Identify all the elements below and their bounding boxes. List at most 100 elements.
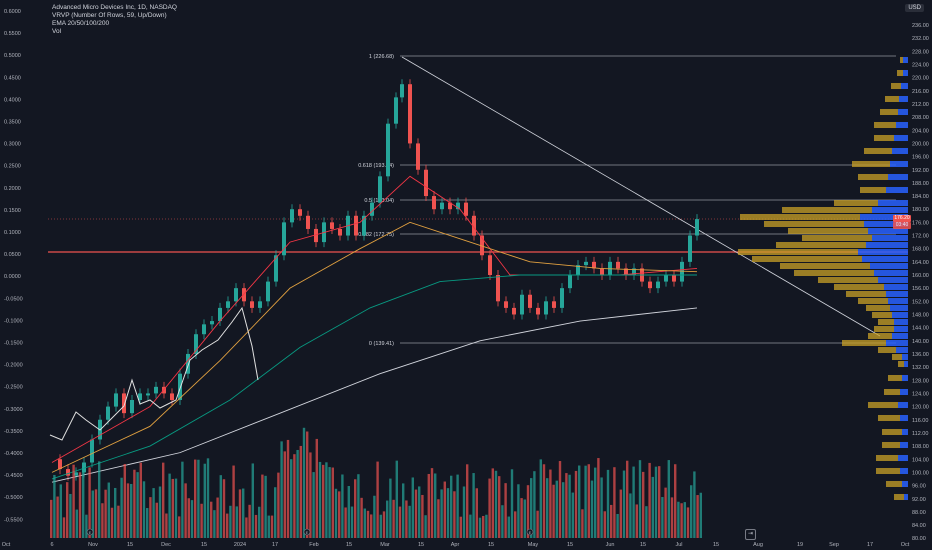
volume-profile-bar-down [860, 187, 886, 193]
candle-body [672, 275, 676, 282]
candle-body [552, 301, 556, 308]
volume-bar [200, 503, 203, 538]
volume-bar [603, 511, 606, 538]
volume-bar [584, 465, 587, 538]
volume-bar [642, 471, 645, 538]
left-axis-tick: 0.1000 [4, 230, 21, 236]
candle-body [688, 235, 692, 262]
candle-body [306, 215, 310, 229]
left-axis-tick: 0.2500 [4, 164, 21, 170]
volume-bar [469, 514, 472, 538]
volume-bar [418, 486, 421, 538]
volume-bar [699, 492, 702, 538]
legend-ema[interactable]: EMA 20/50/100/200 [52, 20, 110, 27]
earnings-event-label: E [529, 530, 532, 535]
volume-bar [248, 504, 251, 538]
volume-bar [434, 473, 437, 538]
volume-bar [126, 483, 130, 538]
volume-profile-bar-down [752, 256, 862, 262]
time-axis-tick: 15 [567, 542, 573, 548]
candle-body [106, 406, 110, 420]
volume-profile-bar-up [870, 263, 908, 269]
volume-profile-bar-up [868, 228, 908, 234]
volume-bar [664, 487, 667, 538]
volume-bar [546, 478, 549, 538]
volume-bar [91, 490, 94, 538]
volume-bar [533, 471, 536, 538]
right-axis-tick: 92.00 [912, 497, 926, 503]
volume-profile-bar-down [834, 284, 884, 290]
candle-body [258, 301, 262, 308]
current-price-tag: 176.20 [893, 215, 911, 222]
volume-bar [85, 514, 88, 538]
candle-body [632, 268, 636, 275]
legend-vol[interactable]: Vol [52, 28, 62, 35]
volume-bar [498, 476, 501, 538]
volume-profile-bar-down [868, 333, 892, 339]
time-axis-tick: Jun [606, 542, 615, 548]
volume-bar [581, 509, 584, 538]
volume-profile-bar-up [890, 161, 908, 167]
candle-body [536, 307, 540, 315]
candle-body [584, 261, 588, 266]
candle-body [282, 222, 286, 256]
right-axis-tick: 220.00 [912, 76, 929, 82]
go-to-realtime-button[interactable]: ⇥ [745, 529, 756, 540]
volume-profile-bar-down [878, 347, 896, 353]
volume-bar [658, 466, 661, 538]
volume-bar [389, 478, 392, 538]
volume-bar [251, 463, 254, 538]
left-axis-tick: 0.5500 [4, 31, 21, 37]
volume-profile-bar-up [866, 242, 908, 248]
candle-body [408, 84, 412, 144]
earnings-event-marker [86, 528, 94, 536]
fib-level-label: 0.618 (193.34) [358, 163, 394, 169]
right-axis-tick: 96.00 [912, 484, 926, 490]
left-axis-tick: -0.5500 [4, 517, 23, 523]
volume-profile-bar-up [892, 312, 908, 318]
candle-body [274, 255, 278, 282]
right-axis-tick: 164.00 [912, 260, 929, 266]
legend-symbol[interactable]: Advanced Micro Devices Inc, 1D, NASDAQ [52, 4, 177, 11]
volume-profile-bar-up [902, 354, 908, 360]
current-price-countdown: 03:40 [893, 222, 911, 229]
volume-bar [190, 500, 194, 538]
volume-bar [219, 475, 222, 538]
volume-bar [302, 427, 306, 538]
volume-profile-bar-down [868, 402, 898, 408]
volume-bar [667, 460, 670, 538]
volume-profile-bar-down [818, 277, 878, 283]
left-axis-tick: 0.0000 [4, 274, 21, 280]
volume-bar [517, 484, 520, 538]
candle-body [154, 386, 158, 394]
right-axis-tick: 224.00 [912, 62, 929, 68]
volume-bar [222, 479, 226, 538]
volume-bar [158, 486, 162, 538]
right-axis-tick: 172.00 [912, 234, 929, 240]
volume-bar [587, 464, 590, 538]
volume-bar [107, 482, 110, 538]
legend-vrvp[interactable]: VRVP (Number Of Rows, 59, Up/Down) [52, 12, 167, 19]
volume-profile-bar-up [864, 221, 908, 227]
volume-profile-bar-down [738, 249, 858, 255]
volume-bar [574, 470, 578, 538]
right-axis-tick: 236.00 [912, 23, 929, 29]
volume-profile-bar-down [834, 200, 878, 206]
volume-bar [229, 505, 232, 538]
volume-bar [331, 467, 334, 538]
left-axis-tick: 0.5000 [4, 53, 21, 59]
right-axis-tick: 188.00 [912, 181, 929, 187]
volume-profile-bar-down [900, 57, 903, 63]
left-axis-tick: 0.0500 [4, 252, 21, 258]
candle-body [226, 301, 230, 308]
right-axis-tick: 124.00 [912, 391, 929, 397]
volume-bar [648, 462, 651, 538]
volume-bar [357, 474, 360, 538]
currency-label[interactable]: USD [905, 4, 924, 12]
volume-bar [149, 497, 152, 538]
candle-body [186, 353, 190, 374]
volume-profile-bar-down [897, 70, 903, 76]
volume-bar [290, 459, 293, 538]
volume-bar [360, 497, 363, 538]
